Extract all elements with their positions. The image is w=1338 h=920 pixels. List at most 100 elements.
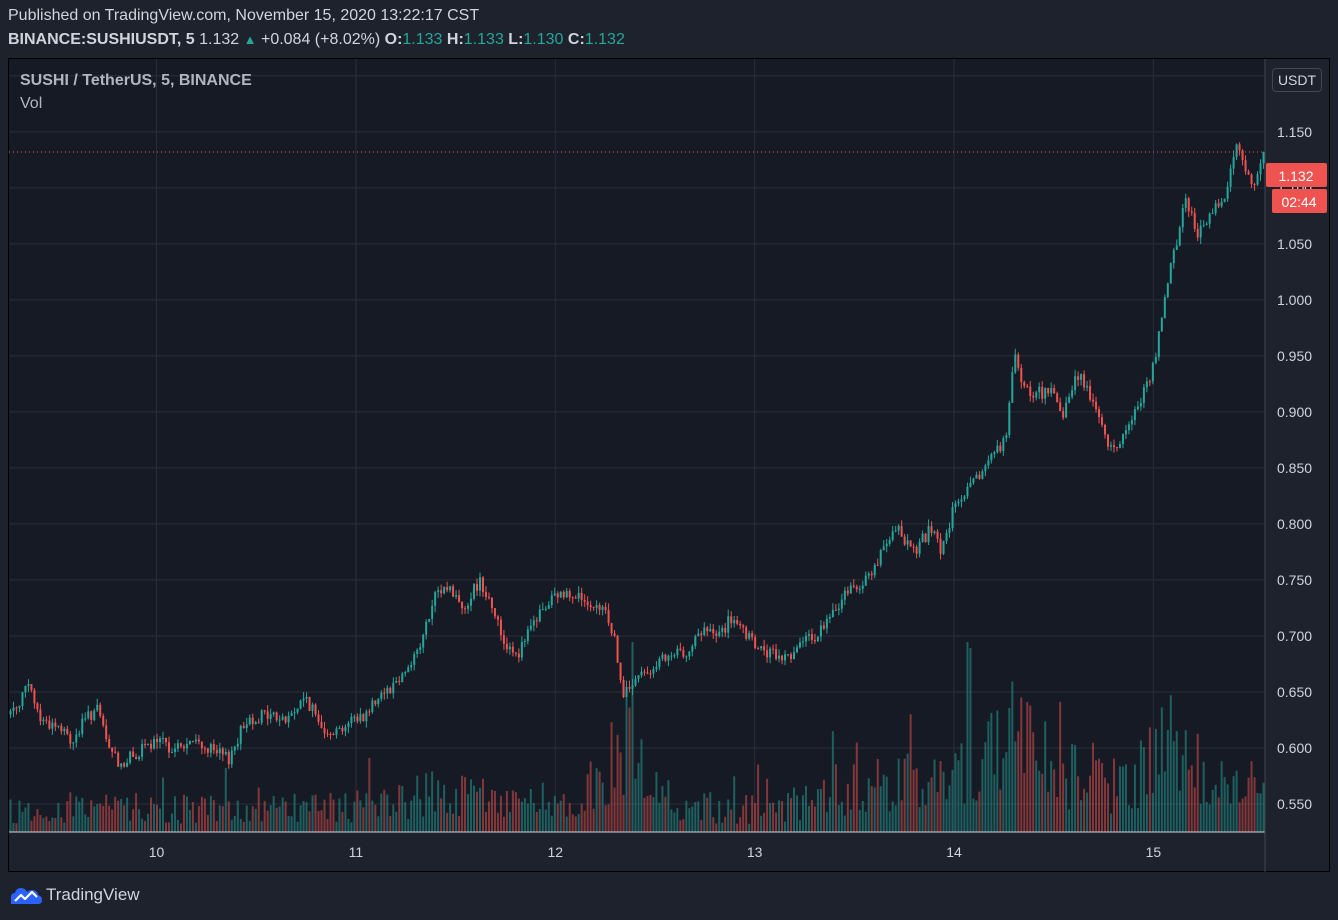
candle-body bbox=[419, 647, 422, 650]
volume-bar bbox=[897, 758, 900, 832]
candle-body bbox=[126, 762, 129, 767]
candle-body bbox=[141, 744, 144, 757]
candle-body bbox=[795, 647, 798, 653]
candle-body bbox=[739, 623, 742, 626]
volume-bar bbox=[434, 811, 437, 832]
price-chart[interactable]: 0.550 0.600 0.650 0.700 0.750 0.800 0.850 0.900… bbox=[0, 0, 1338, 872]
volume-bar bbox=[975, 800, 978, 832]
volume-bar bbox=[813, 806, 816, 832]
volume-bar bbox=[858, 809, 861, 832]
candle-body bbox=[981, 471, 984, 479]
candle-body bbox=[1002, 438, 1005, 452]
candle-body bbox=[275, 712, 278, 721]
candle-body bbox=[389, 687, 392, 694]
volume-bar bbox=[404, 802, 407, 832]
volume-bar bbox=[1205, 801, 1208, 832]
volume-bar bbox=[147, 813, 150, 832]
candle-body bbox=[1044, 387, 1047, 399]
candle-body bbox=[194, 739, 197, 742]
candle-body bbox=[610, 623, 613, 634]
volume-bar bbox=[661, 785, 664, 832]
volume-bar bbox=[559, 800, 562, 832]
tradingview-logo-icon[interactable] bbox=[9, 884, 43, 906]
candle-body bbox=[206, 748, 209, 753]
volume-bar bbox=[96, 804, 99, 832]
candle-body bbox=[221, 748, 224, 755]
volume-bar bbox=[508, 812, 511, 832]
candle-body bbox=[1136, 406, 1139, 410]
candle-body bbox=[365, 711, 368, 722]
currency-button[interactable]: USDT bbox=[1272, 68, 1322, 92]
volume-bar bbox=[27, 803, 30, 832]
chart-legend-title[interactable]: SUSHI / TetherUS, 5, BINANCE bbox=[20, 72, 252, 89]
candle-body bbox=[691, 646, 694, 652]
volume-bar bbox=[386, 794, 389, 832]
candle-body bbox=[269, 714, 272, 719]
candle-body bbox=[700, 633, 703, 636]
volume-bar bbox=[921, 789, 924, 832]
candle-body bbox=[1208, 213, 1211, 224]
candle-body bbox=[1148, 381, 1151, 383]
volume-bar bbox=[114, 796, 117, 832]
candle-body bbox=[69, 734, 72, 744]
volume-bar bbox=[212, 800, 215, 832]
volume-bar bbox=[320, 810, 323, 832]
candle-body bbox=[39, 709, 42, 722]
candle-body bbox=[897, 525, 900, 531]
candle-body bbox=[305, 697, 308, 699]
tradingview-brand[interactable]: TradingView bbox=[46, 885, 140, 904]
time-axis[interactable]: 10 11 12 13 14 15 bbox=[149, 844, 1162, 860]
volume-bar bbox=[1220, 761, 1223, 832]
chart-pane[interactable] bbox=[9, 59, 1265, 832]
candle-body bbox=[1157, 331, 1160, 358]
volume-bar bbox=[398, 785, 401, 832]
candle-body bbox=[335, 728, 338, 735]
volume-bar bbox=[425, 773, 428, 832]
volume-bar bbox=[230, 819, 233, 832]
candle-body bbox=[1121, 434, 1124, 445]
candle-body bbox=[1169, 263, 1172, 284]
candle-body bbox=[1139, 402, 1142, 407]
volume-bar bbox=[999, 789, 1002, 832]
candle-body bbox=[57, 725, 60, 727]
volume-bar bbox=[299, 805, 302, 832]
candle-body bbox=[323, 728, 326, 734]
volume-bar bbox=[966, 642, 969, 832]
volume-bar bbox=[452, 813, 455, 832]
chart-frame[interactable] bbox=[8, 58, 1330, 872]
candle-body bbox=[167, 742, 170, 753]
volume-bar bbox=[359, 800, 362, 832]
volume-bar bbox=[144, 820, 147, 832]
volume-bar bbox=[481, 778, 484, 832]
volume-bar bbox=[126, 797, 129, 832]
candle-body bbox=[607, 610, 610, 624]
candle-body bbox=[422, 634, 425, 648]
published-caption: Published on TradingView.com, November 1… bbox=[8, 7, 480, 24]
volume-bar bbox=[565, 816, 568, 832]
volume-bar bbox=[700, 819, 703, 832]
candle-body bbox=[816, 636, 819, 642]
candle-body bbox=[36, 703, 39, 710]
volume-bar bbox=[804, 786, 807, 832]
candle-body bbox=[1098, 409, 1101, 418]
candle-body bbox=[99, 704, 102, 716]
candle-body bbox=[553, 593, 556, 596]
y-tick-label: 1.150 bbox=[1277, 124, 1312, 140]
volume-legend[interactable]: Vol bbox=[20, 95, 43, 112]
volume-bar bbox=[1089, 775, 1092, 832]
volume-bar bbox=[577, 814, 580, 832]
low-label: L: bbox=[508, 31, 524, 48]
volume-bar bbox=[1080, 800, 1083, 832]
volume-bar bbox=[517, 798, 520, 832]
candle-body bbox=[772, 648, 775, 650]
volume-bar bbox=[1044, 721, 1047, 832]
volume-bar bbox=[1101, 763, 1104, 832]
volume-bar bbox=[407, 818, 410, 832]
volume-bar bbox=[419, 799, 422, 832]
candle-body bbox=[819, 625, 822, 637]
candle-body bbox=[502, 635, 505, 644]
volume-bar bbox=[795, 795, 798, 832]
candle-body bbox=[840, 599, 843, 609]
y-tick-label: 0.950 bbox=[1277, 348, 1312, 364]
volume-bar bbox=[822, 779, 825, 832]
